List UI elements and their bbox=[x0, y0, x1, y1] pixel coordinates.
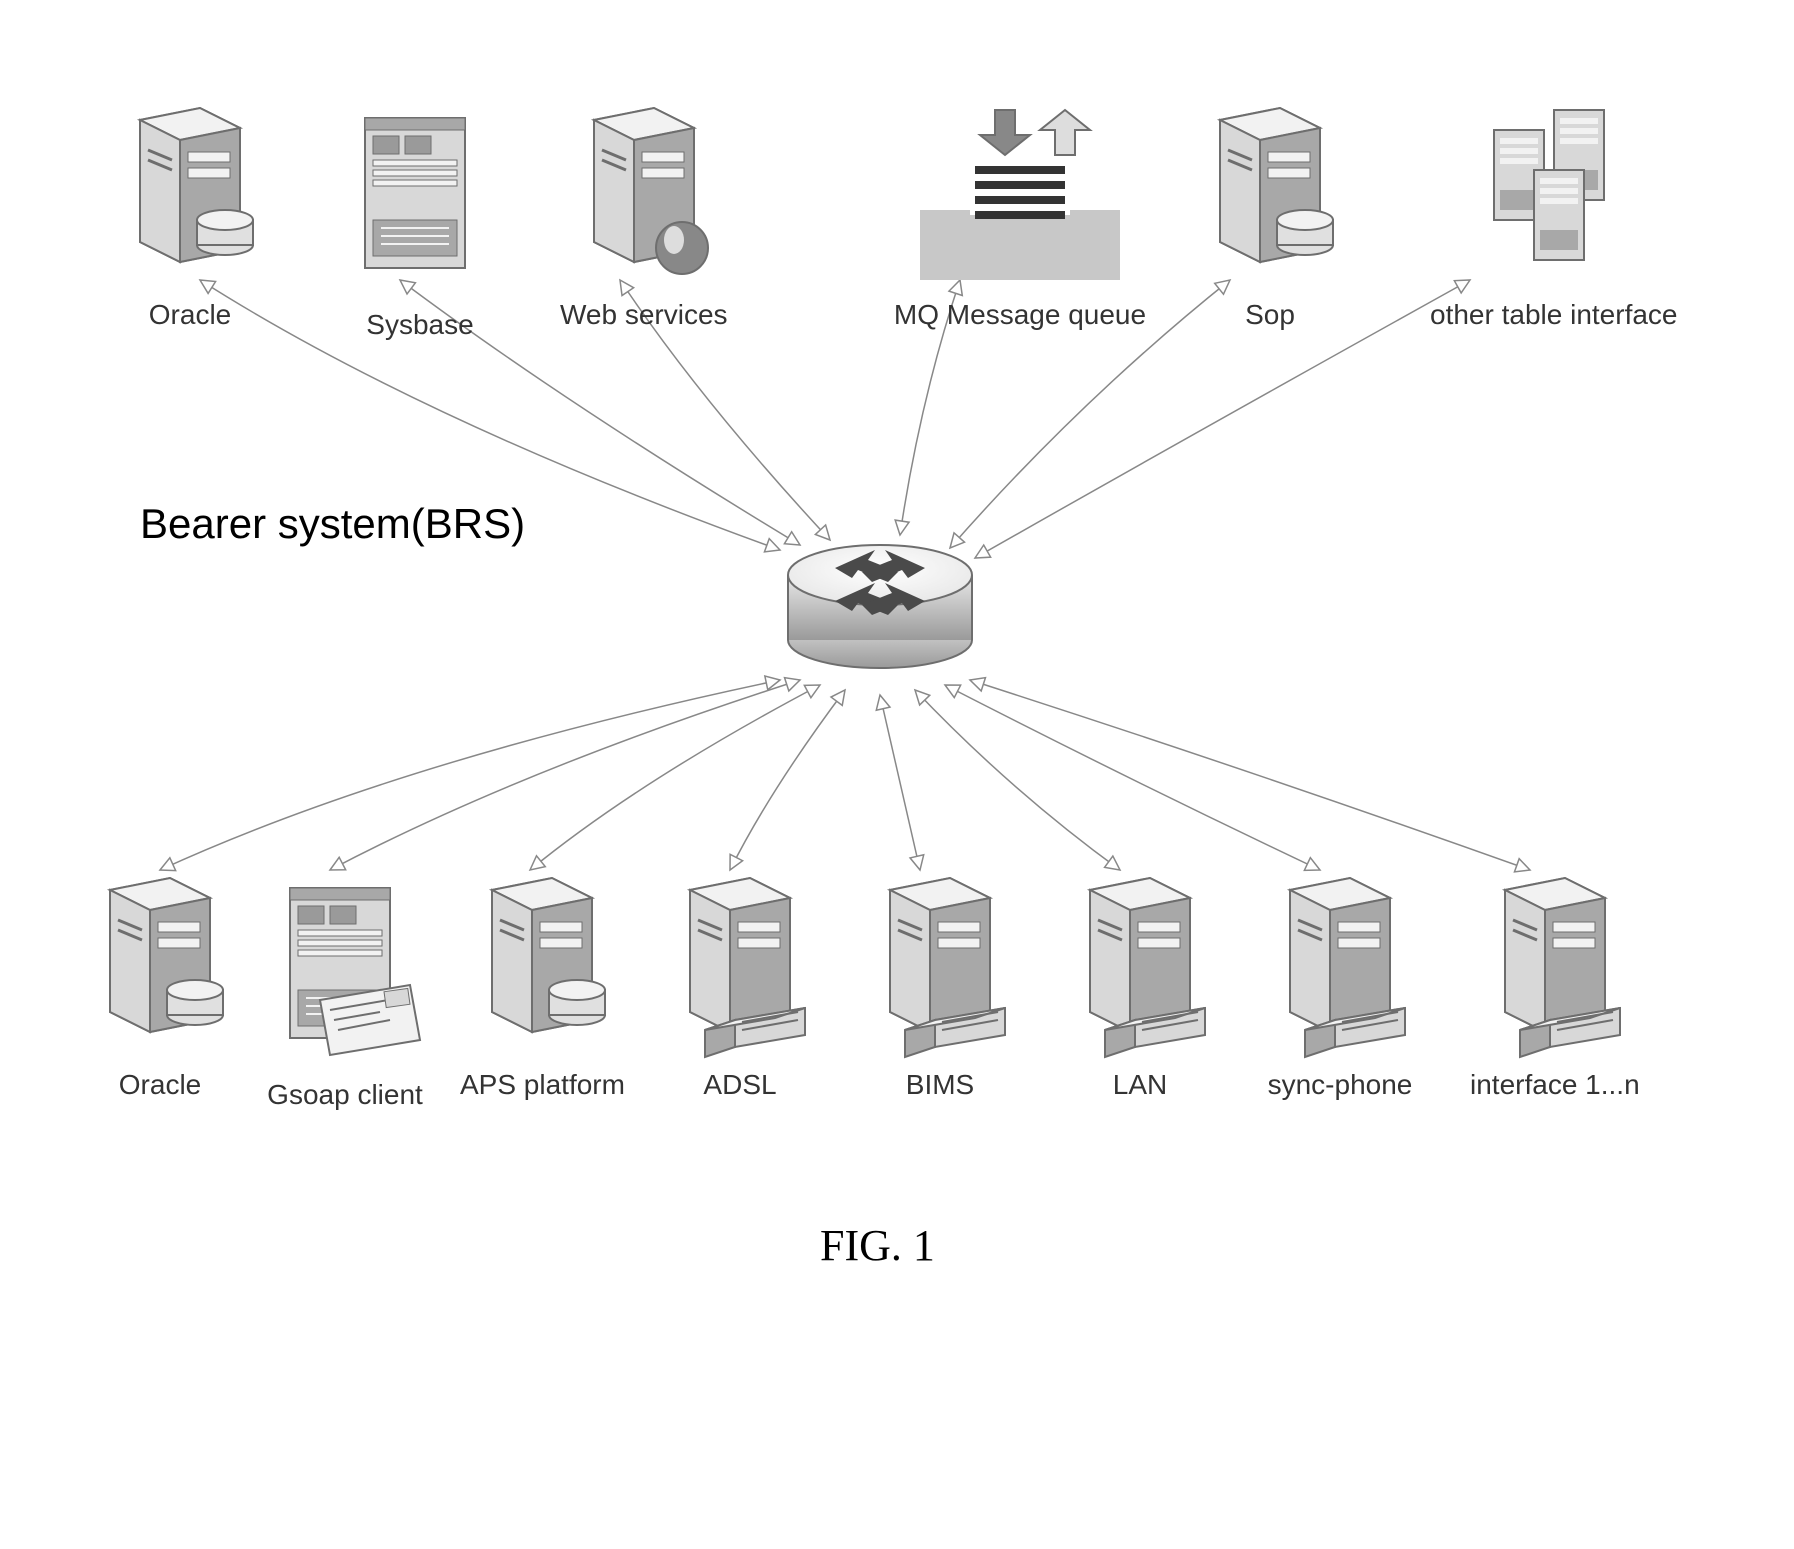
webservices-icon bbox=[560, 100, 728, 295]
adsl-label: ADSL bbox=[660, 1069, 820, 1101]
oracle-top-node: Oracle bbox=[110, 100, 270, 331]
hub-router bbox=[780, 520, 980, 685]
oracle-top-icon bbox=[110, 100, 270, 295]
oracle-bot-node: Oracle bbox=[80, 870, 240, 1101]
webservices-node: Web services bbox=[560, 100, 728, 331]
lan-label: LAN bbox=[1060, 1069, 1220, 1101]
diagram-canvas: Bearer system(BRS) Oracle Sysbase bbox=[0, 0, 1794, 1549]
bims-icon bbox=[860, 870, 1020, 1065]
aps-label: APS platform bbox=[460, 1069, 625, 1101]
connector-bims bbox=[880, 695, 920, 870]
interface-n-node: interface 1...n bbox=[1470, 870, 1640, 1101]
sop-label: Sop bbox=[1190, 299, 1350, 331]
sop-node: Sop bbox=[1190, 100, 1350, 331]
system-title: Bearer system(BRS) bbox=[140, 500, 525, 548]
connector-gsoap bbox=[330, 680, 800, 870]
aps-icon bbox=[460, 870, 625, 1065]
connector-aps bbox=[530, 685, 820, 870]
sysbase-icon bbox=[335, 100, 505, 305]
sysbase-label: Sysbase bbox=[335, 309, 505, 341]
lan-node: LAN bbox=[1060, 870, 1220, 1101]
connector-sync bbox=[945, 685, 1320, 870]
adsl-icon bbox=[660, 870, 820, 1065]
mq-label: MQ Message queue bbox=[880, 299, 1160, 331]
bims-node: BIMS bbox=[860, 870, 1020, 1101]
mq-node: MQ Message queue bbox=[880, 100, 1160, 331]
sync-node: sync-phone bbox=[1260, 870, 1420, 1101]
interface-n-label: interface 1...n bbox=[1470, 1069, 1640, 1101]
sysbase-node: Sysbase bbox=[335, 100, 505, 341]
aps-node: APS platform bbox=[460, 870, 625, 1101]
other-label: other table interface bbox=[1430, 299, 1678, 331]
other-node: other table interface bbox=[1430, 100, 1678, 331]
interface-n-icon bbox=[1470, 870, 1640, 1065]
gsoap-label: Gsoap client bbox=[260, 1079, 430, 1111]
bims-label: BIMS bbox=[860, 1069, 1020, 1101]
webservices-label: Web services bbox=[560, 299, 728, 331]
adsl-node: ADSL bbox=[660, 870, 820, 1101]
gsoap-node: Gsoap client bbox=[260, 870, 430, 1111]
sop-icon bbox=[1190, 100, 1350, 295]
oracle-bot-label: Oracle bbox=[80, 1069, 240, 1101]
oracle-top-label: Oracle bbox=[110, 299, 270, 331]
connector-adsl bbox=[730, 690, 845, 870]
connector-interface-n bbox=[970, 680, 1530, 870]
other-icon bbox=[1430, 100, 1678, 295]
gsoap-icon bbox=[260, 870, 430, 1075]
connector-lan bbox=[915, 690, 1120, 870]
lan-icon bbox=[1060, 870, 1220, 1065]
sync-icon bbox=[1260, 870, 1420, 1065]
sync-label: sync-phone bbox=[1260, 1069, 1420, 1101]
mq-icon bbox=[880, 100, 1160, 295]
oracle-bot-icon bbox=[80, 870, 240, 1065]
figure-label: FIG. 1 bbox=[820, 1220, 935, 1271]
connector-oracle-bot bbox=[160, 680, 780, 870]
